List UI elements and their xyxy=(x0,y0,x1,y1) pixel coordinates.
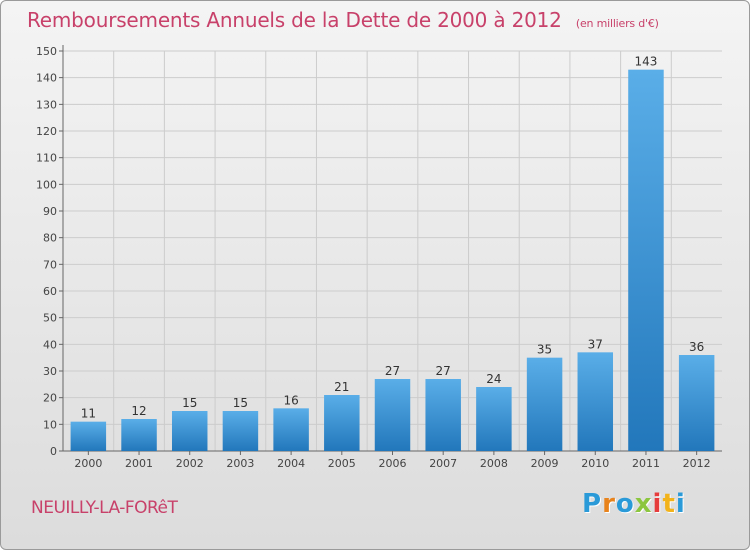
y-tick-label: 140 xyxy=(36,72,57,85)
bar xyxy=(476,387,512,451)
logo-letter: t xyxy=(662,489,676,519)
y-tick-label: 120 xyxy=(36,125,57,138)
data-label: 27 xyxy=(385,364,400,378)
bar xyxy=(70,421,107,451)
data-label: 37 xyxy=(588,337,603,351)
x-tick-label: 2003 xyxy=(226,457,254,470)
bar xyxy=(273,408,309,451)
y-tick-label: 60 xyxy=(43,285,57,298)
logo-letter: o xyxy=(615,489,635,519)
y-tick-label: 110 xyxy=(36,152,57,165)
bar xyxy=(526,357,563,451)
x-tick-label: 2007 xyxy=(429,457,457,470)
bar xyxy=(222,411,259,451)
x-tick-label: 2009 xyxy=(531,457,559,470)
data-label: 15 xyxy=(182,396,197,410)
y-tick-label: 80 xyxy=(43,232,57,245)
y-tick-label: 100 xyxy=(36,178,57,191)
logo-letter: r xyxy=(602,489,616,519)
x-tick-label: 2006 xyxy=(379,457,407,470)
logo-letter: P xyxy=(582,489,603,519)
commune-name: NEUILLY-LA-FORêT xyxy=(31,498,178,518)
y-tick-label: 90 xyxy=(43,205,57,218)
x-tick-label: 2011 xyxy=(632,457,660,470)
y-tick-label: 0 xyxy=(50,445,57,458)
bar xyxy=(324,395,360,451)
bar xyxy=(628,69,664,452)
x-tick-label: 2005 xyxy=(328,457,356,470)
y-tick-label: 30 xyxy=(43,365,57,378)
chart-subtitle: (en milliers d'€) xyxy=(575,17,659,30)
x-tick-label: 2001 xyxy=(125,457,153,470)
data-label: 15 xyxy=(233,396,248,410)
data-label: 143 xyxy=(635,55,658,69)
x-tick-label: 2004 xyxy=(277,457,305,470)
logo-letter: i xyxy=(675,489,686,519)
bar xyxy=(171,411,208,451)
data-label: 27 xyxy=(436,364,451,378)
bars xyxy=(70,69,715,452)
bar xyxy=(425,379,461,451)
y-tick-label: 10 xyxy=(43,418,57,431)
y-tick-label: 20 xyxy=(43,392,57,405)
x-tick-label: 2002 xyxy=(176,457,204,470)
y-tick-label: 70 xyxy=(43,258,57,271)
logo-letter: i xyxy=(652,489,663,519)
data-label: 12 xyxy=(131,404,146,418)
bar xyxy=(577,352,614,451)
data-label: 21 xyxy=(334,380,349,394)
data-label: 35 xyxy=(537,343,552,357)
data-label: 36 xyxy=(689,340,704,354)
data-label: 24 xyxy=(486,372,501,386)
data-label: 11 xyxy=(81,407,96,421)
x-tick-label: 2000 xyxy=(74,457,102,470)
bar xyxy=(121,419,157,451)
logo-letter: x xyxy=(634,489,653,519)
proxiti-logo: Proxiti xyxy=(582,489,686,519)
y-tick-label: 40 xyxy=(43,338,57,351)
y-tick-label: 150 xyxy=(36,45,57,58)
y-tick-label: 50 xyxy=(43,312,57,325)
chart-title: Remboursements Annuels de la Dette de 20… xyxy=(27,8,659,32)
bar xyxy=(374,379,411,451)
data-label: 16 xyxy=(283,393,298,407)
chart-title-text: Remboursements Annuels de la Dette de 20… xyxy=(27,8,562,32)
x-tick-label: 2012 xyxy=(683,457,711,470)
labels: 0 10 20 30 40 50 60 70 80 90 100 110 120 130 140 150 11 2… xyxy=(36,45,711,470)
x-tick-label: 2010 xyxy=(581,457,609,470)
x-tick-label: 2008 xyxy=(480,457,508,470)
y-tick-label: 130 xyxy=(36,98,57,111)
bar xyxy=(678,355,715,451)
